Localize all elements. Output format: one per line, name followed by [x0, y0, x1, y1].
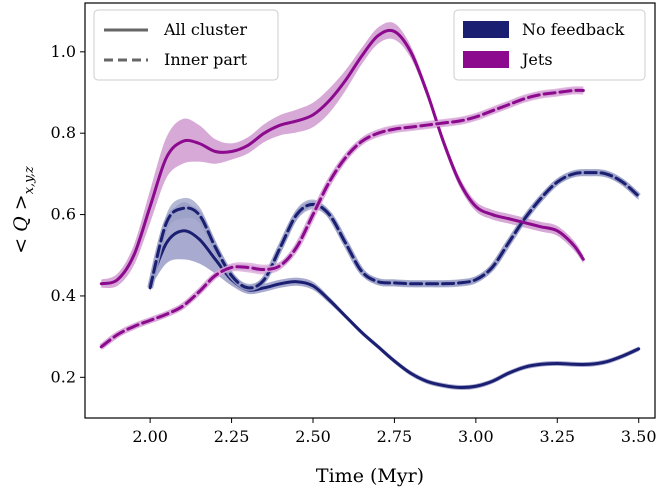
legend-jets-swatch: [463, 51, 509, 68]
y-axis-label-subscript: x,y,z: [22, 166, 37, 194]
legend-no-feedback-swatch: [463, 21, 509, 38]
legend-inner-part: Inner part: [164, 50, 248, 69]
x-tick-label: 3.50: [621, 427, 657, 446]
legend-all-cluster: All cluster: [163, 20, 247, 39]
y-tick-label: 0.4: [51, 286, 76, 305]
x-tick-label: 2.75: [377, 427, 413, 446]
y-tick-label: 0.2: [51, 367, 76, 386]
band-jets-all-cluster: [101, 22, 584, 289]
y-tick-label: 0.6: [51, 205, 76, 224]
y-tick-label: 0.8: [51, 123, 76, 142]
x-tick-label: 3.25: [539, 427, 575, 446]
x-axis: 2.00 2.25 2.50 2.75 3.00 3.25 3.50: [132, 418, 657, 446]
x-tick-label: 3.00: [458, 427, 494, 446]
legend-jets: Jets: [520, 50, 553, 69]
legend-no-feedback: No feedback: [522, 20, 625, 39]
y-axis-label: < Q >x,y,z: [10, 166, 37, 254]
x-tick-label: 2.50: [295, 427, 331, 446]
plot-frame: [84, 2, 656, 419]
x-tick-label: 2.25: [214, 427, 250, 446]
legend-linestyle-box: [93, 9, 279, 81]
legend-linestyle: All cluster Inner part: [93, 9, 279, 81]
legend-color: No feedback Jets: [453, 9, 646, 81]
x-axis-label: Time (Myr): [316, 465, 424, 487]
line-jets-all-cluster: [99, 28, 585, 286]
y-axis-label-main: < Q >: [10, 194, 32, 254]
series-lines: [99, 28, 641, 390]
line-jets-inner-part: [99, 88, 585, 349]
x-tick-label: 2.00: [132, 427, 168, 446]
line-no-feedback-all-cluster: [148, 229, 641, 390]
y-axis: 0.2 0.4 0.6 0.8 1.0: [51, 42, 85, 386]
y-tick-label: 1.0: [51, 42, 76, 61]
line-no-feedback-inner-part: [148, 171, 641, 290]
